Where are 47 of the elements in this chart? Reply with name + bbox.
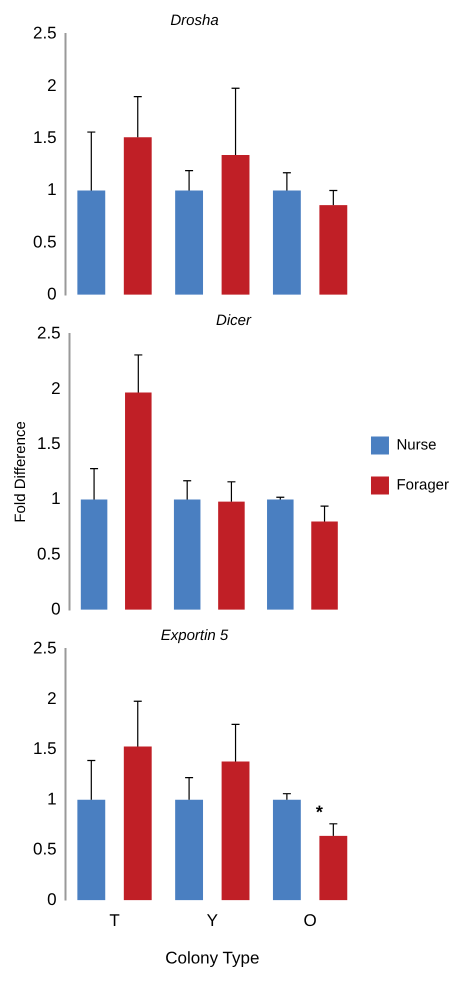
y-tick-label: 1 bbox=[47, 180, 57, 200]
bar bbox=[124, 746, 152, 900]
y-tick-label: 2.5 bbox=[32, 24, 57, 43]
y-axis-title: Fold Difference bbox=[12, 421, 30, 523]
x-tick-label: T bbox=[109, 911, 120, 930]
y-tick-label: 0 bbox=[47, 284, 57, 304]
bar bbox=[175, 800, 204, 900]
y-tick-label: 1 bbox=[47, 789, 57, 808]
y-tick-label: 2.5 bbox=[32, 638, 57, 658]
x-tick-label: O bbox=[303, 911, 317, 930]
bar bbox=[125, 392, 152, 610]
x-tick-label: Y bbox=[206, 911, 218, 930]
bar bbox=[175, 190, 204, 295]
y-tick-label: 0 bbox=[51, 599, 61, 618]
y-tick-label: 2 bbox=[47, 76, 57, 95]
bar bbox=[311, 522, 338, 610]
bar bbox=[77, 190, 106, 295]
x-axis-title: Colony Type bbox=[165, 948, 260, 968]
bar bbox=[80, 499, 108, 610]
y-tick-label: 0.5 bbox=[32, 840, 57, 859]
bar bbox=[319, 205, 348, 295]
bar bbox=[267, 499, 294, 610]
y-tick-label: 0.5 bbox=[32, 232, 57, 252]
bar bbox=[319, 836, 348, 900]
chart-title: Dicer bbox=[216, 312, 252, 330]
bar bbox=[222, 762, 250, 900]
y-tick-label: 2 bbox=[51, 378, 61, 398]
y-tick-label: 0.5 bbox=[36, 544, 61, 564]
annotation: * bbox=[316, 802, 323, 822]
y-tick-label: 2 bbox=[47, 688, 57, 708]
bar bbox=[222, 155, 250, 295]
y-tick-label: 1.5 bbox=[32, 128, 57, 148]
y-tick-label: 1.5 bbox=[32, 739, 57, 758]
bar bbox=[124, 137, 152, 295]
bar bbox=[272, 800, 301, 900]
bar bbox=[174, 499, 200, 610]
legend-label: Forager bbox=[396, 476, 450, 494]
bar bbox=[272, 190, 301, 295]
y-tick-label: 1.5 bbox=[36, 434, 61, 454]
legend-label: Nurse bbox=[396, 436, 436, 454]
y-tick-label: 2.5 bbox=[36, 324, 61, 343]
bar bbox=[218, 502, 245, 610]
bar bbox=[77, 800, 106, 900]
y-tick-label: 1 bbox=[51, 489, 61, 508]
chart-title: Exportin 5 bbox=[160, 627, 229, 644]
chart-title: Drosha bbox=[170, 12, 219, 30]
y-tick-label: 0 bbox=[47, 890, 57, 909]
